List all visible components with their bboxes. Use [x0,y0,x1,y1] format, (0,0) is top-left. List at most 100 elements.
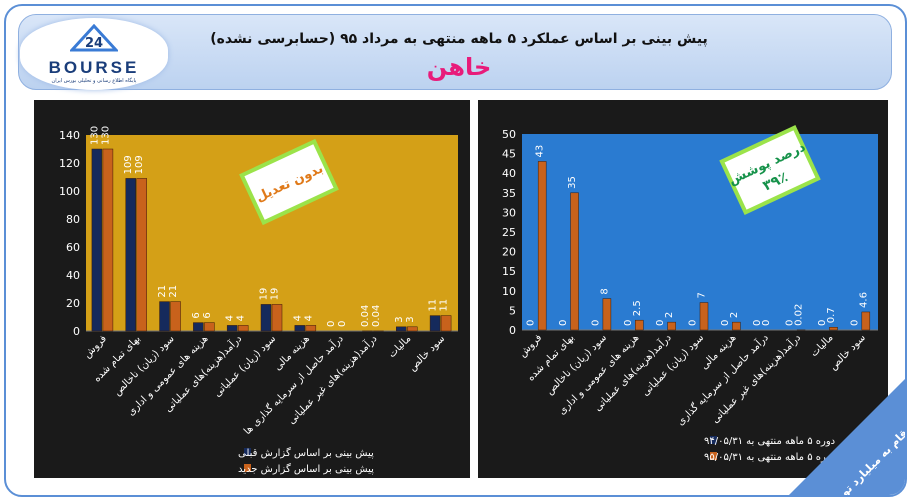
bar-value-label: 0.04 [371,305,382,327]
bar [271,304,283,332]
bar-value-label: 35 [567,176,578,189]
bar [260,304,272,332]
bar-value-label: 130 [100,126,111,145]
page-frame: پیش بینی بر اساس عملکرد ۵ ماهه منتهی به … [4,4,907,497]
legend-label: پیش بینی بر اساس گزارش قبلی [238,447,374,459]
category-label: سود (زیان) عملیاتی [212,333,278,399]
category-label: فروش [82,333,109,360]
bar-value-label: 6 [191,312,202,318]
y-tick-label: 5 [509,304,516,317]
y-tick-label: 80 [66,213,80,226]
y-tick-label: 0 [509,324,516,337]
category-label: سود (زیان) ناخالص [544,332,609,397]
plot-area [522,134,878,330]
bar [305,325,317,332]
left-chart-panel: 0 20 40 60 80 100 120 140 130 130 فروش 109 109 بهای ت… [34,100,470,478]
header-banner: پیش بینی بر اساس عملکرد ۵ ماهه منتهی به … [18,14,892,90]
company-symbol: خاهن [426,53,492,81]
legend-label: دوره ۵ ماهه منتهی به ۹۴/۰۵/۳۱ [704,436,835,447]
bar-value-label: 6 [202,312,213,318]
y-tick-label: 25 [502,226,516,239]
bar [102,148,114,332]
category-label: مالیات [809,332,836,359]
bar-value-label: 3 [394,316,405,322]
bar-value-label: 4 [225,315,236,321]
bar [91,148,103,332]
bar [602,298,612,331]
bar-value-label: 11 [428,299,439,312]
logo-text: BOURSE [48,58,140,77]
legend-swatch [710,452,717,460]
y-tick-label: 50 [502,128,516,141]
bar-value-label: 130 [89,126,100,145]
bar [829,327,838,331]
bar [861,311,871,331]
bar-value-label: 0 [720,320,731,326]
bar-value-label: 2 [664,312,675,318]
bar-value-label: 21 [157,285,168,298]
bar-value-label: 7 [697,292,708,298]
bar-value-label: 19 [270,288,281,301]
y-tick-label: 120 [59,157,80,170]
bar [570,192,579,331]
legend-swatch [244,448,251,456]
bar-value-label: 3 [405,316,416,322]
bar-value-label: 0 [558,320,569,326]
bar [407,326,418,332]
right-chart-panel: 0 5 10 15 20 25 30 35 40 45 50 0 43 فروش 0 35 بهای تمام … [478,100,888,478]
category-label: سود خالص [828,332,868,372]
legend-swatch [244,464,251,472]
bar-value-label: 2.5 [632,300,643,316]
y-tick-label: 30 [502,206,516,219]
bar [440,315,452,332]
y-tick-label: 20 [66,297,80,310]
bar-value-label: 0.04 [360,305,371,327]
badge-box [719,125,821,215]
bar-value-label: 8 [599,288,610,294]
page-title: پیش بینی بر اساس عملکرد ۵ ماهه منتهی به … [210,31,708,47]
bar [170,301,181,332]
bar-value-label: 19 [259,288,270,301]
bar [732,321,741,331]
bar-value-label: 0 [849,320,860,326]
bar-value-label: 0.02 [794,304,805,326]
bar [699,302,709,331]
legend-label: دوره ۵ ماهه منتهی به ۹۵/۰۵/۳۱ [704,452,835,463]
y-tick-label: 35 [502,187,516,200]
bar-value-label: 0 [785,320,796,326]
bar-value-label: 2 [729,312,740,318]
y-tick-label: 15 [502,265,516,278]
bar-value-label: 109 [123,155,134,174]
bar [667,321,676,331]
category-label: سود (زیان) ناخالص [112,333,177,398]
y-tick-label: 100 [59,185,80,198]
bar [226,325,238,332]
bar [159,301,170,332]
bar-value-label: 0.7 [826,307,837,323]
bar-value-label: 0 [688,320,699,326]
y-tick-label: 0 [73,325,80,338]
bar-value-label: 0 [752,320,763,326]
y-tick-label: 40 [66,269,80,282]
bar-value-label: 11 [439,299,450,312]
bar-value-label: 4 [292,315,303,321]
y-tick-label: 10 [502,285,516,298]
bar [396,326,407,332]
corner-ribbon-shape [789,379,905,495]
bar [125,178,136,332]
bar-value-label: 0 [337,321,348,327]
category-label: سود خالص [407,333,447,373]
logo-subtitle: پایگاه اطلاع رسانی و تحلیلی بورس ایران [51,78,137,84]
corner-note-ribbon: ارقام به میلیارد تومان [789,379,905,495]
bar-value-label: 4.6 [858,292,869,308]
y-tick-label: 45 [502,148,516,161]
bar-value-label: 4 [303,315,314,321]
y-tick-label: 140 [59,129,80,142]
bar [204,322,215,332]
bar-value-label: 21 [168,285,179,298]
bar-value-label: 109 [134,155,145,174]
bar [136,178,147,332]
logo-number: 24 [85,36,103,51]
